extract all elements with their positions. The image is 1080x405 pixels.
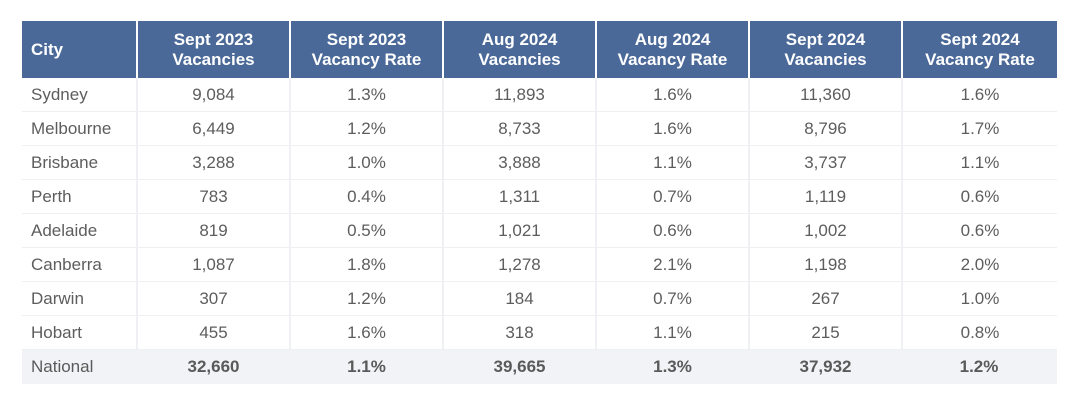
cell-value: 1.1% [597,316,750,350]
table-row: Perth 783 0.4% 1,311 0.7% 1,119 0.6% [22,180,1057,214]
table-row: Darwin 307 1.2% 184 0.7% 267 1.0% [22,282,1057,316]
cell-city: Sydney [22,78,138,112]
table-row: Hobart 455 1.6% 318 1.1% 215 0.8% [22,316,1057,350]
header-line1: Aug 2024 [481,29,558,49]
cell-value: 3,737 [750,146,903,180]
header-line1: Sept 2024 [940,29,1020,49]
cell-value: 2.1% [597,248,750,282]
cell-city: Adelaide [22,214,138,248]
cell-value: 1,002 [750,214,903,248]
cell-value: 6,449 [138,112,291,146]
cell-value: 1,198 [750,248,903,282]
cell-value: 1.8% [291,248,444,282]
cell-value: 0.5% [291,214,444,248]
table-row: Sydney 9,084 1.3% 11,893 1.6% 11,360 1.6… [22,78,1057,112]
cell-value: 0.7% [597,282,750,316]
header-line2: Vacancies [478,49,561,69]
cell-value: 1.6% [597,78,750,112]
header-aug-2024-vacancies: Aug 2024 Vacancies [444,21,597,78]
cell-value: 215 [750,316,903,350]
cell-total-value: 1.1% [291,350,444,384]
header-sept-2024-vacancies: Sept 2024 Vacancies [750,21,903,78]
vacancy-table: City Sept 2023 Vacancies Sept 2023 Vacan… [22,21,1057,384]
header-sept-2023-vacancy-rate: Sept 2023 Vacancy Rate [291,21,444,78]
vacancy-table-container: City Sept 2023 Vacancies Sept 2023 Vacan… [22,21,1057,384]
cell-value: 1.3% [291,78,444,112]
header-sept-2024-vacancy-rate: Sept 2024 Vacancy Rate [903,21,1057,78]
cell-total-value: 37,932 [750,350,903,384]
cell-value: 1.2% [291,112,444,146]
cell-value: 0.6% [597,214,750,248]
cell-city: Perth [22,180,138,214]
cell-value: 1.6% [597,112,750,146]
table-row: Canberra 1,087 1.8% 1,278 2.1% 1,198 2.0… [22,248,1057,282]
cell-city: Canberra [22,248,138,282]
cell-value: 267 [750,282,903,316]
cell-value: 1,311 [444,180,597,214]
cell-value: 1,119 [750,180,903,214]
cell-total-value: 1.2% [903,350,1057,384]
cell-city: Melbourne [22,112,138,146]
cell-value: 783 [138,180,291,214]
header-line1: Sept 2023 [173,29,254,49]
cell-value: 184 [444,282,597,316]
cell-value: 1.1% [597,146,750,180]
cell-value: 0.6% [903,180,1057,214]
cell-city: Darwin [22,282,138,316]
cell-total-value: 1.3% [597,350,750,384]
cell-value: 3,888 [444,146,597,180]
cell-city: Hobart [22,316,138,350]
cell-value: 1,278 [444,248,597,282]
cell-value: 819 [138,214,291,248]
cell-value: 307 [138,282,291,316]
table-row: Melbourne 6,449 1.2% 8,733 1.6% 8,796 1.… [22,112,1057,146]
cell-value: 0.6% [903,214,1057,248]
cell-value: 1.0% [903,282,1057,316]
header-line2: Vacancy Rate [617,49,728,69]
header-line1: Aug 2024 [634,29,711,49]
header-line2: Vacancies [784,49,867,69]
header-line2: Vacancy Rate [311,49,422,69]
cell-value: 1,087 [138,248,291,282]
cell-total-value: 39,665 [444,350,597,384]
cell-city: National [22,350,138,384]
header-line2: Vacancies [172,49,255,69]
table-row: Adelaide 819 0.5% 1,021 0.6% 1,002 0.6% [22,214,1057,248]
cell-city: Brisbane [22,146,138,180]
cell-value: 2.0% [903,248,1057,282]
cell-value: 455 [138,316,291,350]
cell-value: 9,084 [138,78,291,112]
cell-value: 1.1% [903,146,1057,180]
cell-value: 3,288 [138,146,291,180]
header-row: City Sept 2023 Vacancies Sept 2023 Vacan… [22,21,1057,78]
table-body: Sydney 9,084 1.3% 11,893 1.6% 11,360 1.6… [22,78,1057,384]
cell-value: 11,360 [750,78,903,112]
cell-value: 0.4% [291,180,444,214]
cell-value: 1.0% [291,146,444,180]
national-total-row: National 32,660 1.1% 39,665 1.3% 37,932 … [22,350,1057,384]
header-line1: Sept 2023 [326,29,407,49]
cell-value: 0.8% [903,316,1057,350]
cell-value: 318 [444,316,597,350]
cell-value: 8,796 [750,112,903,146]
cell-value: 1.7% [903,112,1057,146]
cell-value: 1,021 [444,214,597,248]
header-line2: Vacancy Rate [925,49,1035,69]
cell-value: 1.6% [903,78,1057,112]
cell-value: 8,733 [444,112,597,146]
header-line1: Sept 2024 [785,29,866,49]
cell-value: 1.2% [291,282,444,316]
header-city: City [22,21,138,78]
header-sept-2023-vacancies: Sept 2023 Vacancies [138,21,291,78]
cell-value: 11,893 [444,78,597,112]
cell-value: 0.7% [597,180,750,214]
table-row: Brisbane 3,288 1.0% 3,888 1.1% 3,737 1.1… [22,146,1057,180]
cell-value: 1.6% [291,316,444,350]
table-header: City Sept 2023 Vacancies Sept 2023 Vacan… [22,21,1057,78]
cell-total-value: 32,660 [138,350,291,384]
header-aug-2024-vacancy-rate: Aug 2024 Vacancy Rate [597,21,750,78]
